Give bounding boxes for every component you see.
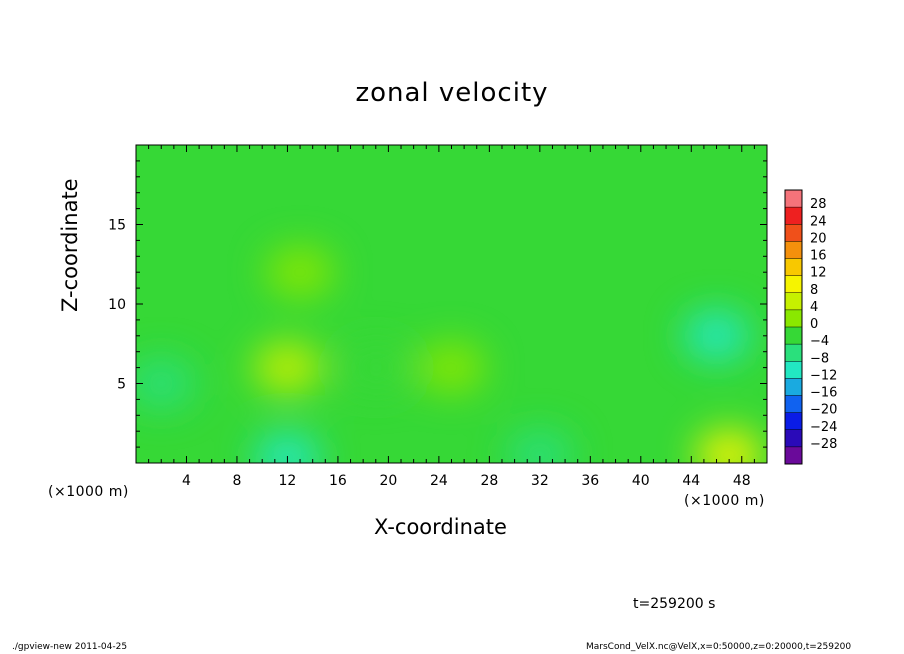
colorbar-band <box>785 190 802 208</box>
chart-title: zonal velocity <box>355 78 549 108</box>
y-axis: 5 10 15 <box>108 160 767 448</box>
x-tick-label: 36 <box>581 473 599 489</box>
colorbar-label: 28 <box>810 197 827 212</box>
field-features <box>136 246 764 463</box>
field-feature <box>682 309 751 362</box>
y-axis-label: Z-coordinate <box>58 178 82 312</box>
x-tick-label: 44 <box>682 473 700 489</box>
colorbar-label: 20 <box>810 231 827 246</box>
colorbar-label: 12 <box>810 266 827 281</box>
colorbar-label: −4 <box>810 334 829 349</box>
field-feature <box>341 341 410 394</box>
x-tick-label: 32 <box>531 473 549 489</box>
colorbar-label: −24 <box>810 420 837 435</box>
x-tick-label: 16 <box>329 473 347 489</box>
field-background <box>136 145 767 463</box>
colorbar-band <box>785 395 802 414</box>
field-feature <box>253 341 322 394</box>
footer-left: ./gpview-new 2011-04-25 <box>12 642 128 652</box>
colorbar-label: −16 <box>810 386 837 401</box>
colorbar-label: −12 <box>810 368 837 383</box>
colorbar-band <box>785 309 802 328</box>
colorbar-label: 8 <box>810 283 818 298</box>
colorbar-band <box>785 207 802 225</box>
colorbar-label: −20 <box>810 403 837 418</box>
field-layer <box>136 145 767 463</box>
colorbar-band <box>785 412 802 431</box>
colorbar-band <box>785 275 802 294</box>
colorbar-band <box>785 327 802 345</box>
field-feature <box>253 432 322 463</box>
field-feature <box>266 246 335 299</box>
x-axis: 4 8 12 16 20 24 28 32 36 40 44 48 <box>148 145 755 489</box>
colorbar-label: 4 <box>810 300 818 315</box>
colorbar-band <box>785 429 802 448</box>
x-tick-label: 12 <box>279 473 297 489</box>
colorbar-band <box>785 241 802 259</box>
colorbar-label: −28 <box>810 437 837 452</box>
x-axis-label: X-coordinate <box>374 515 507 539</box>
colorbar-band <box>785 292 802 311</box>
colorbar-band <box>785 378 802 396</box>
x-tick-label: 24 <box>430 473 448 489</box>
colorbar: 28 24 20 16 12 8 4 0 −4 −8 −12 −16 −20 −24 −28 <box>784 189 837 465</box>
x-tick-label: 20 <box>379 473 397 489</box>
x-tick-label: 48 <box>733 473 751 489</box>
colorbar-band <box>785 361 802 379</box>
colorbar-band <box>785 446 802 465</box>
field-feature <box>505 429 574 463</box>
y-tick-label: 15 <box>108 218 126 234</box>
time-label: t=259200 s <box>633 596 716 612</box>
x-unit-label-right: (×1000 m) <box>684 493 765 509</box>
field-feature <box>136 357 196 410</box>
colorbar-label: 24 <box>810 214 827 229</box>
colorbar-label: 0 <box>810 317 818 332</box>
colorbar-band <box>785 344 802 362</box>
field-feature <box>417 341 486 394</box>
x-tick-label: 8 <box>232 473 241 489</box>
colorbar-label: 16 <box>810 249 827 264</box>
x-tick-label: 28 <box>480 473 498 489</box>
x-unit-label-left: (×1000 m) <box>48 484 129 500</box>
colorbar-band <box>785 224 802 242</box>
field-feature <box>695 429 764 463</box>
plot-area <box>135 144 768 464</box>
footer-right: MarsCond_VelX.nc@VelX,x=0:50000,z=0:2000… <box>586 642 852 652</box>
colorbar-label: −8 <box>810 351 829 366</box>
y-tick-label: 5 <box>117 377 126 393</box>
x-tick-label: 4 <box>182 473 191 489</box>
x-tick-label: 40 <box>632 473 650 489</box>
colorbar-band <box>785 258 802 277</box>
y-tick-label: 10 <box>108 297 126 313</box>
